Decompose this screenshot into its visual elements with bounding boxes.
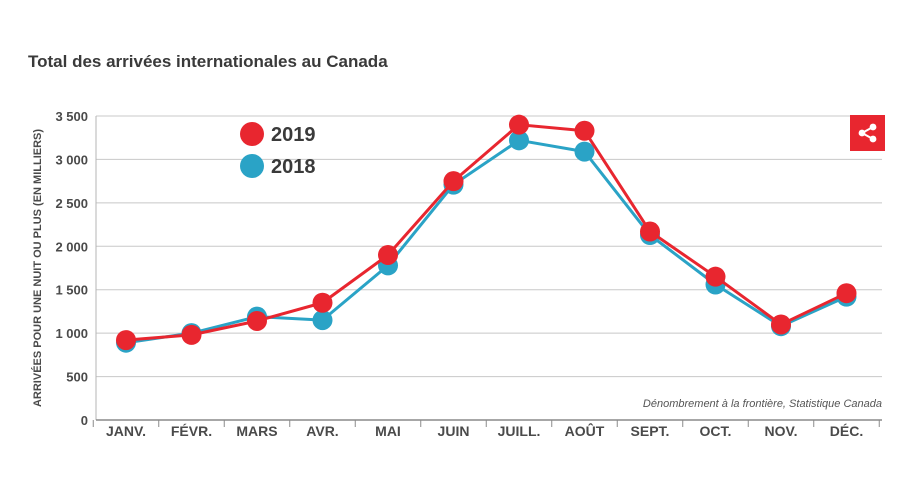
x-tick-label: SEPT.	[631, 423, 670, 439]
y-tick-labels: 0 500 1 000 1 500 2 000 2 500 3 000 3 500	[55, 109, 88, 428]
x-tick-label: FÉVR.	[171, 423, 212, 439]
x-tick-label: NOV.	[765, 423, 798, 439]
y-tick-label: 3 000	[55, 152, 88, 167]
data-point-2019	[771, 314, 791, 335]
share-icon	[858, 123, 877, 143]
x-tick-label: JUILL.	[498, 423, 541, 439]
series-line-2018	[125, 138, 848, 345]
data-point-2019	[443, 171, 464, 192]
data-point-2019	[574, 120, 595, 141]
axes	[92, 116, 882, 427]
data-point-2018	[312, 310, 333, 331]
data-point-2019	[247, 310, 267, 331]
x-tick-label: MARS	[236, 423, 277, 439]
x-tick-label: JUIN	[438, 423, 470, 439]
series-2019	[116, 114, 857, 351]
series-line-2019	[125, 123, 848, 342]
y-tick-label: 500	[66, 370, 88, 385]
data-point-2018	[509, 130, 529, 151]
y-tick-label: 3 500	[55, 109, 88, 124]
legend: 2019 2018	[240, 122, 316, 178]
data-point-2019	[509, 114, 529, 135]
data-point-2018	[574, 141, 595, 162]
data-point-2019	[312, 292, 333, 313]
x-tick-label: JANV.	[106, 423, 146, 439]
series-2018	[116, 130, 857, 353]
x-tick-label: AOÛT	[565, 422, 605, 439]
x-tick-label: MAI	[375, 423, 401, 439]
x-tick-label: OCT.	[700, 423, 732, 439]
legend-label-2018: 2018	[271, 156, 316, 178]
share-button[interactable]	[850, 115, 885, 151]
x-tick-labels: JANV. FÉVR. MARS AVR. MAI JUIN JUILL. AOÛT SEPT.…	[106, 422, 863, 439]
y-tick-label: 0	[81, 413, 88, 428]
y-tick-label: 1 000	[55, 326, 88, 341]
data-point-2019	[116, 330, 136, 351]
series-lines	[116, 114, 857, 353]
y-tick-label: 2 500	[55, 196, 88, 211]
y-axis-label: ARRIVÉES POUR UNE NUIT OU PLUS (EN MILLI…	[31, 129, 44, 407]
source-note: Dénombrement à la frontière, Statistique…	[643, 398, 882, 410]
y-tick-label: 2 000	[55, 239, 88, 254]
chart-title: Total des arrivées internationales au Ca…	[28, 52, 388, 71]
data-point-2019	[836, 283, 857, 304]
x-tick-label: AVR.	[306, 423, 338, 439]
data-point-2019	[181, 324, 202, 345]
y-tick-label: 1 500	[55, 283, 88, 298]
legend-label-2019: 2019	[271, 124, 316, 146]
data-point-2019	[378, 244, 398, 265]
data-point-2019	[705, 266, 726, 287]
x-tick-label: DÉC.	[830, 423, 863, 439]
legend-marker-2018	[240, 154, 264, 178]
legend-marker-2019	[240, 122, 264, 146]
data-point-2019	[640, 221, 660, 242]
grid-lines	[96, 115, 882, 378]
